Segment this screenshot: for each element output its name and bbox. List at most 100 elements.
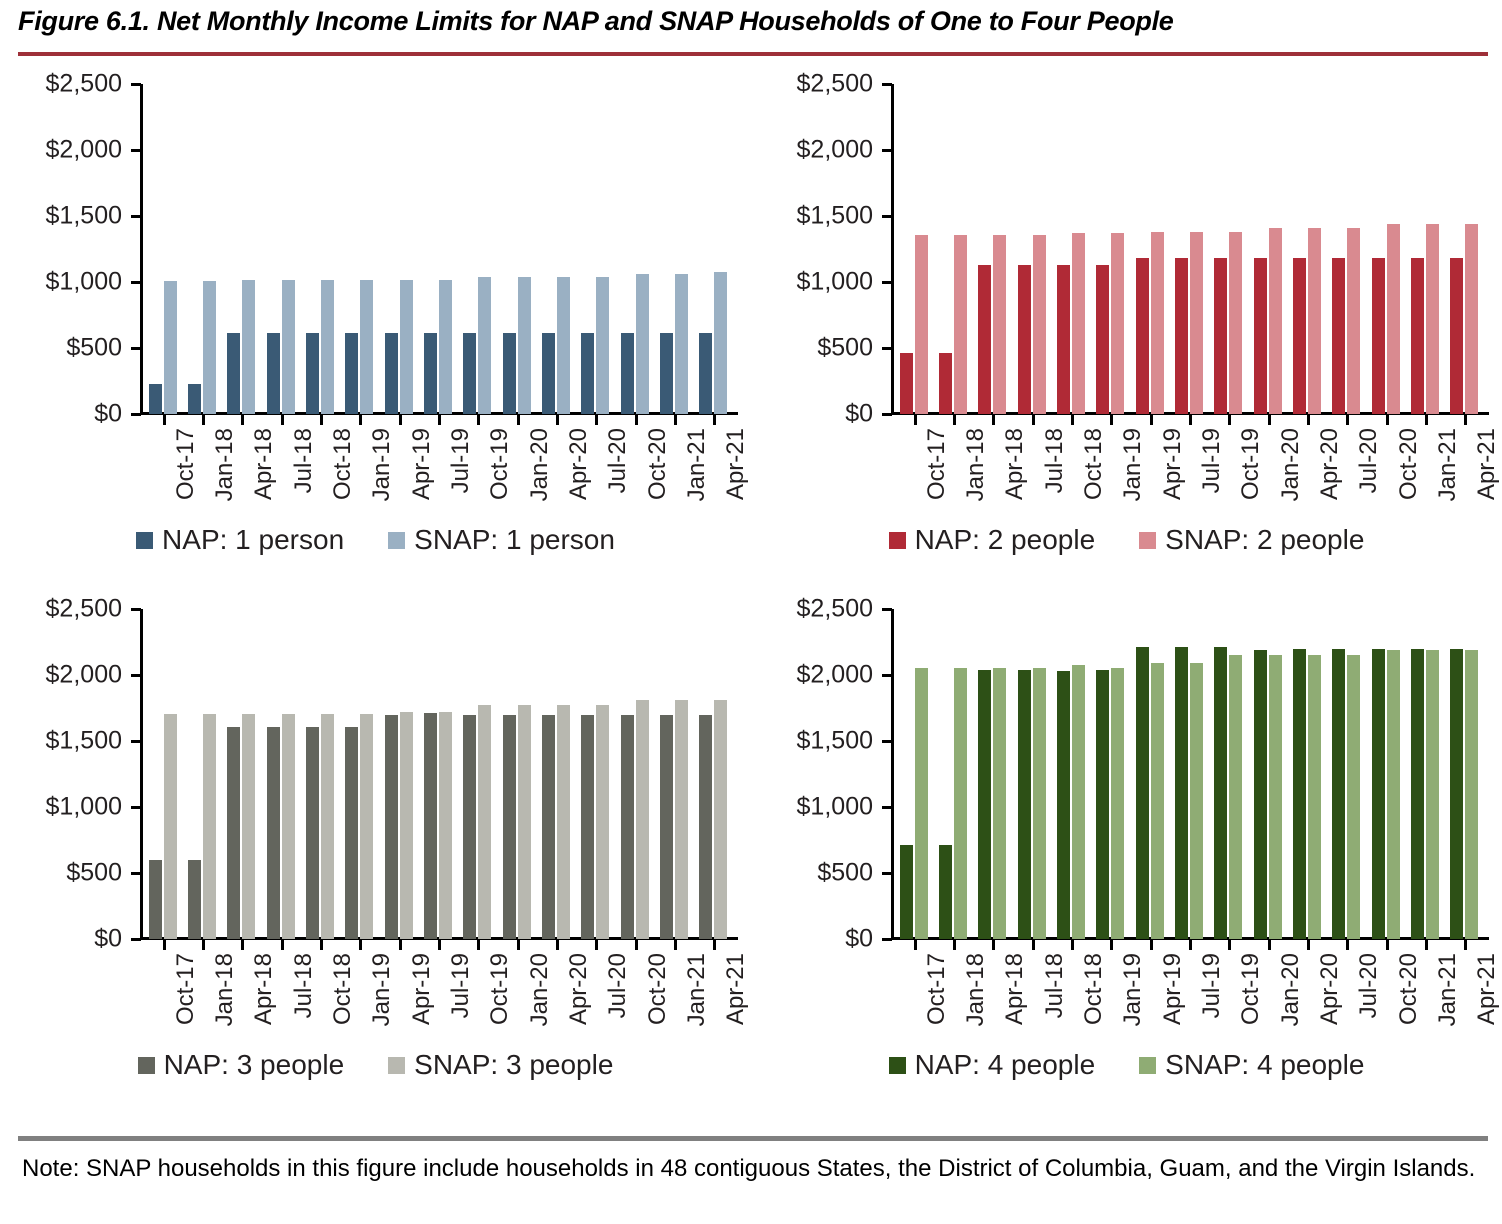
x-axis-tick bbox=[992, 940, 996, 950]
bar bbox=[1307, 227, 1321, 414]
y-axis-labels: $0 $500 $1,000 $1,500 $2,000 $2,500 bbox=[763, 595, 873, 953]
bar bbox=[227, 332, 241, 414]
legend-item[interactable]: NAP: 3 people bbox=[137, 1049, 344, 1081]
y-axis-tick bbox=[882, 149, 892, 152]
footer-divider bbox=[18, 1136, 1488, 1141]
chart-panel-2-people: $0 $500 $1,000 $1,500 $2,000 $2,500 Oct-17 Jan-… bbox=[751, 62, 1502, 587]
x-axis-tick-label: Jan-18 bbox=[962, 428, 989, 502]
bar bbox=[1425, 649, 1439, 939]
x-axis-tick-label: Oct-17 bbox=[171, 428, 199, 501]
bar bbox=[953, 668, 967, 939]
bar-group bbox=[1366, 84, 1405, 414]
y-axis-tick-label: $2,500 bbox=[796, 594, 873, 623]
bar-group bbox=[458, 84, 497, 414]
x-axis-tick-label: Jan-21 bbox=[1434, 953, 1461, 1027]
bar bbox=[148, 384, 162, 414]
x-axis-tick-label: Apr-20 bbox=[565, 953, 592, 1026]
bar bbox=[938, 844, 952, 939]
chart-legend: NAP: 4 people SNAP: 4 people bbox=[751, 1049, 1502, 1081]
legend-item[interactable]: NAP: 1 person bbox=[136, 524, 344, 556]
y-axis-line bbox=[140, 609, 143, 939]
bar bbox=[1332, 648, 1346, 939]
bar-group bbox=[1051, 84, 1090, 414]
x-axis-tick bbox=[1189, 940, 1192, 950]
x-axis-tick-label: Jan-18 bbox=[962, 953, 989, 1027]
bar bbox=[281, 714, 295, 939]
y-axis-tick-label: $2,500 bbox=[45, 594, 122, 623]
plot-area: $0 $500 $1,000 $1,500 $2,000 $2,500 Oct-17 Jan-… bbox=[751, 587, 1502, 1027]
x-axis-tick-label: Apr-18 bbox=[1001, 428, 1029, 501]
bar-group bbox=[497, 84, 536, 414]
x-axis-tick-label: Oct-20 bbox=[643, 953, 671, 1026]
bar bbox=[581, 714, 595, 939]
bar bbox=[1032, 235, 1046, 414]
x-axis-tick-label: Oct-20 bbox=[1394, 953, 1422, 1026]
x-axis-tick-label: Jan-21 bbox=[1434, 428, 1461, 502]
x-axis-tick-label: Jan-20 bbox=[525, 428, 553, 502]
x-axis-tick-label: Jul-20 bbox=[1355, 953, 1383, 1019]
bar bbox=[978, 669, 992, 939]
bar bbox=[1032, 668, 1046, 939]
legend-item[interactable]: SNAP: 4 people bbox=[1139, 1049, 1364, 1081]
legend-label: SNAP: 1 person bbox=[414, 524, 615, 555]
bar bbox=[1189, 662, 1203, 939]
bar-group bbox=[300, 84, 339, 414]
x-axis-tick-label: Jul-19 bbox=[1198, 953, 1225, 1019]
legend-swatch-icon bbox=[888, 531, 906, 549]
legend-item[interactable]: NAP: 4 people bbox=[888, 1049, 1095, 1081]
y-axis-tick-label: $1,000 bbox=[45, 267, 122, 296]
x-axis-tick bbox=[1031, 940, 1035, 950]
bar-group bbox=[222, 609, 261, 939]
bar bbox=[1253, 258, 1267, 414]
y-axis-tick bbox=[131, 215, 141, 218]
bar-group bbox=[536, 609, 575, 939]
bar bbox=[187, 859, 201, 939]
bar-group bbox=[379, 609, 418, 939]
bar bbox=[1174, 646, 1188, 939]
bar bbox=[478, 276, 492, 414]
x-axis-tick-label: Jan-20 bbox=[525, 953, 553, 1027]
y-axis-tick-label: $0 bbox=[845, 399, 873, 428]
bar-group bbox=[933, 609, 972, 939]
bar bbox=[1425, 224, 1439, 414]
bar bbox=[517, 276, 531, 414]
bar bbox=[360, 714, 374, 939]
bar bbox=[635, 273, 649, 414]
x-axis-tick bbox=[1110, 415, 1114, 425]
x-axis-tick bbox=[202, 940, 205, 950]
bar-group bbox=[1130, 609, 1169, 939]
x-axis-tick bbox=[359, 415, 363, 425]
bar bbox=[993, 668, 1007, 939]
bars-container bbox=[894, 609, 1484, 939]
bar-group bbox=[1091, 609, 1130, 939]
legend-item[interactable]: SNAP: 1 person bbox=[388, 524, 615, 556]
y-axis-tick bbox=[131, 740, 141, 743]
x-axis-tick-label: Apr-20 bbox=[565, 428, 592, 501]
bar-group bbox=[654, 609, 693, 939]
legend-item[interactable]: SNAP: 3 people bbox=[388, 1049, 613, 1081]
x-axis-tick bbox=[1110, 940, 1114, 950]
y-axis-tick bbox=[131, 281, 141, 284]
bar bbox=[914, 235, 928, 414]
x-axis-tick bbox=[516, 940, 520, 950]
bar-group bbox=[1287, 84, 1326, 414]
x-axis-tick-label: Oct-19 bbox=[1237, 953, 1265, 1026]
y-axis-labels: $0 $500 $1,000 $1,500 $2,000 $2,500 bbox=[12, 595, 122, 953]
bar bbox=[320, 714, 334, 939]
x-axis-tick-label: Oct-19 bbox=[1237, 428, 1265, 501]
bar bbox=[305, 332, 319, 414]
y-axis-labels: $0 $500 $1,000 $1,500 $2,000 $2,500 bbox=[12, 70, 122, 428]
legend-item[interactable]: NAP: 2 people bbox=[888, 524, 1095, 556]
x-axis-tick bbox=[1071, 415, 1074, 425]
bar bbox=[1307, 654, 1321, 939]
bar bbox=[899, 352, 913, 414]
legend-label: SNAP: 2 people bbox=[1165, 524, 1365, 555]
y-axis-tick bbox=[882, 413, 892, 416]
bar bbox=[1096, 264, 1110, 414]
y-axis-tick bbox=[882, 674, 892, 677]
plot-area: $0 $500 $1,000 $1,500 $2,000 $2,500 Oct-17 Jan-… bbox=[0, 587, 751, 1027]
legend-swatch-icon bbox=[136, 531, 154, 549]
y-axis-tick-label: $500 bbox=[817, 858, 873, 887]
legend-item[interactable]: SNAP: 2 people bbox=[1139, 524, 1364, 556]
y-axis-tick bbox=[882, 806, 892, 809]
